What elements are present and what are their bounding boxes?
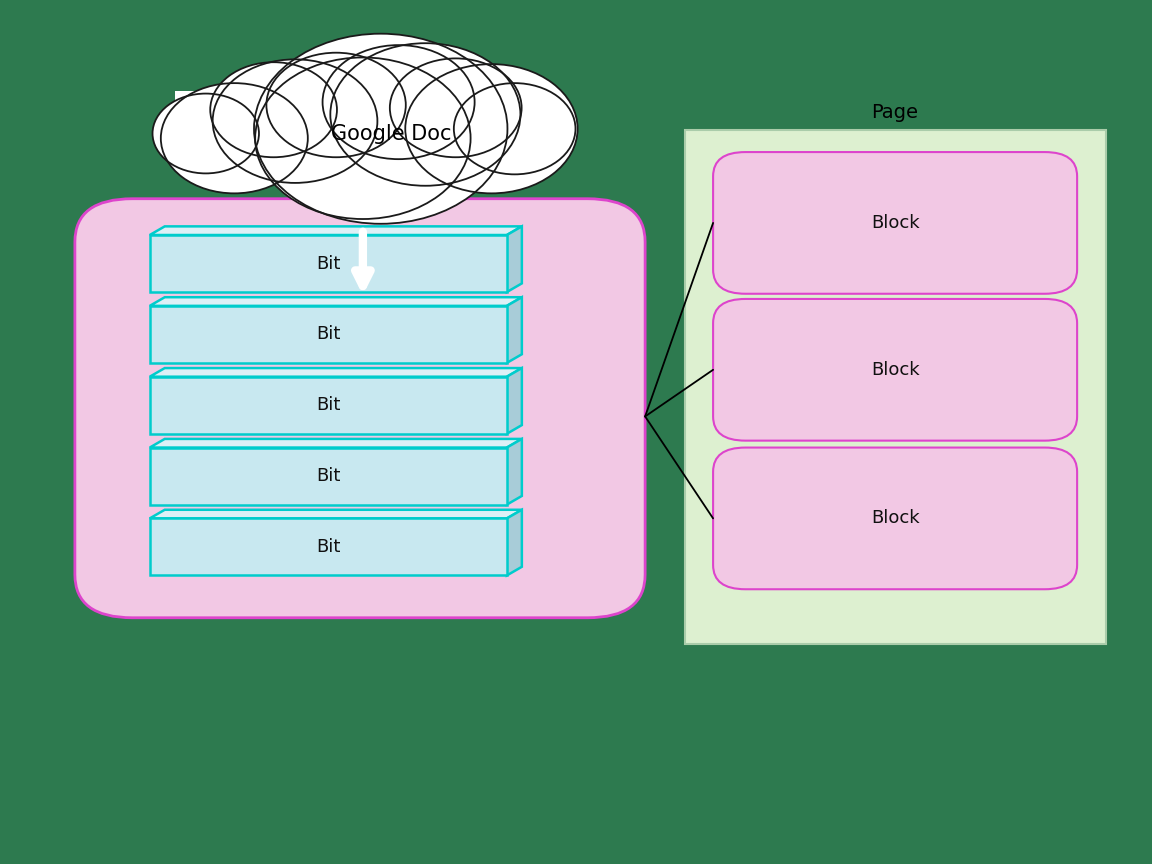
Text: Block: Block [871, 214, 919, 232]
FancyBboxPatch shape [75, 199, 645, 618]
Circle shape [210, 62, 336, 157]
FancyBboxPatch shape [713, 152, 1077, 294]
Polygon shape [507, 297, 522, 363]
Circle shape [406, 64, 577, 194]
Text: Bit: Bit [316, 397, 341, 414]
Polygon shape [150, 297, 522, 306]
Polygon shape [507, 226, 522, 292]
Polygon shape [507, 368, 522, 434]
Text: Bit: Bit [316, 326, 341, 343]
FancyBboxPatch shape [175, 91, 551, 143]
Text: Block: Block [871, 361, 919, 378]
Circle shape [389, 59, 522, 157]
FancyBboxPatch shape [150, 518, 507, 575]
FancyBboxPatch shape [713, 299, 1077, 441]
Text: Block: Block [871, 510, 919, 527]
FancyBboxPatch shape [150, 448, 507, 505]
FancyBboxPatch shape [150, 235, 507, 292]
Text: Bit: Bit [316, 538, 341, 556]
Circle shape [331, 43, 521, 186]
Circle shape [152, 93, 259, 174]
FancyBboxPatch shape [150, 377, 507, 434]
Polygon shape [150, 226, 522, 235]
Polygon shape [150, 368, 522, 377]
Circle shape [454, 83, 576, 175]
Circle shape [266, 53, 406, 157]
FancyBboxPatch shape [150, 306, 507, 363]
Text: Bit: Bit [316, 255, 341, 272]
Circle shape [323, 45, 475, 159]
Circle shape [253, 34, 507, 224]
Polygon shape [507, 439, 522, 505]
Circle shape [161, 83, 308, 194]
Polygon shape [507, 510, 522, 575]
Polygon shape [150, 439, 522, 448]
FancyBboxPatch shape [713, 448, 1077, 589]
Text: Bit: Bit [316, 467, 341, 485]
Circle shape [213, 60, 378, 183]
FancyBboxPatch shape [685, 130, 1106, 644]
Text: Google Doc: Google Doc [332, 124, 452, 144]
Polygon shape [150, 510, 522, 518]
Text: Page: Page [872, 103, 918, 122]
Circle shape [256, 58, 470, 219]
